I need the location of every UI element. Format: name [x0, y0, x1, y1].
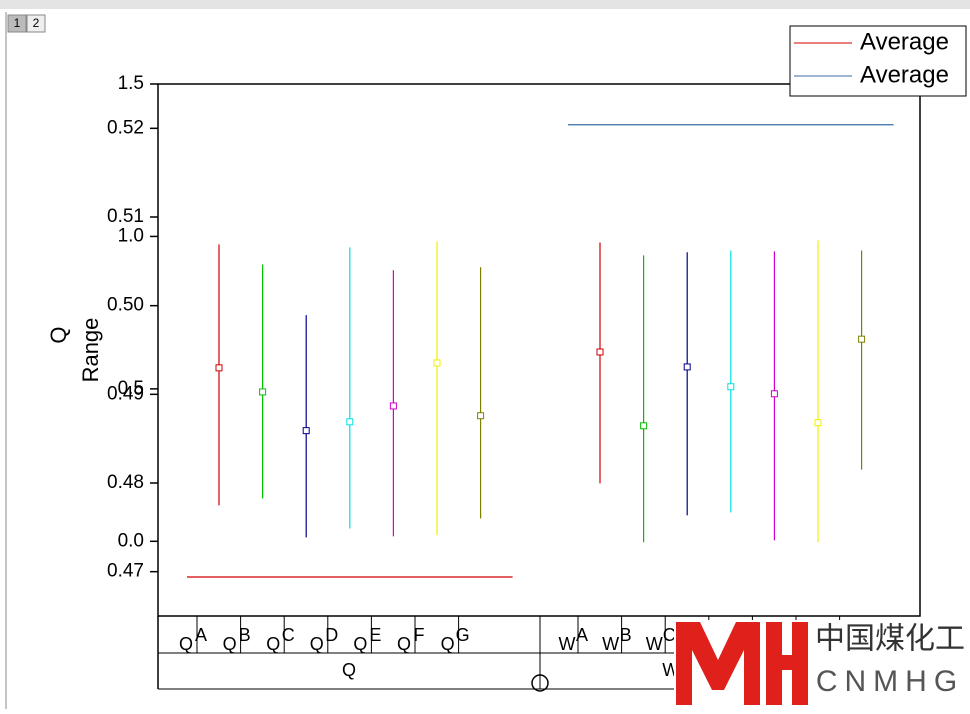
y-tick-label: 0.51: [107, 206, 144, 227]
y-tick-label: 0.49: [107, 383, 144, 404]
x-tick-label: D: [325, 625, 338, 645]
y-tick-label: 1.0: [118, 225, 144, 246]
y-tick-label: 0.48: [107, 472, 144, 493]
x-group-repeat: Q: [266, 634, 280, 654]
point: [433, 359, 441, 367]
plot-frame: [157, 83, 921, 617]
point: [346, 418, 354, 426]
y-tick-label: 1.5: [118, 73, 144, 94]
watermark-en: CNMHG: [816, 665, 964, 698]
x-tick-label: E: [369, 625, 381, 645]
x-tick-label: F: [414, 625, 425, 645]
x-group-repeat: Q: [179, 634, 193, 654]
x-tick-label: A: [195, 625, 207, 645]
x-group-repeat: Q: [223, 634, 237, 654]
x-group-repeat: Q: [353, 634, 367, 654]
legend: [789, 25, 967, 97]
point: [640, 422, 648, 430]
legend-label: Average: [860, 61, 949, 88]
x-group-repeat: W: [602, 634, 619, 654]
legend-label: Average: [860, 28, 949, 55]
watermark: 中国煤化工 CNMHG: [674, 620, 968, 709]
y-title: Range: [78, 318, 103, 383]
watermark-cn: 中国煤化工: [815, 622, 965, 657]
point: [215, 364, 223, 372]
logo: [766, 622, 808, 705]
point: [683, 363, 691, 371]
x-group-repeat: Q: [397, 634, 411, 654]
y-tick-label: 0.52: [107, 117, 144, 138]
x-tick-label: C: [282, 625, 295, 645]
point: [727, 383, 735, 391]
toolbar: [0, 0, 970, 9]
x-group-repeat: W: [646, 634, 663, 654]
y2-title: Q: [46, 326, 71, 343]
x-group-repeat: W: [559, 634, 576, 654]
x-group-label: Q: [342, 660, 356, 680]
point: [302, 427, 310, 435]
x-tick-label: G: [456, 625, 470, 645]
tab-label: 1: [14, 16, 21, 30]
x-group-repeat: Q: [441, 634, 455, 654]
point: [477, 412, 485, 420]
point: [389, 402, 397, 410]
x-tick-label: B: [239, 625, 251, 645]
x-tick-label: C: [663, 625, 676, 645]
logo: [676, 622, 760, 705]
y-tick-label: 0.0: [118, 530, 144, 551]
point: [770, 390, 778, 398]
point: [814, 419, 822, 427]
x-tick-label: A: [576, 625, 588, 645]
y-tick-label: 0.5: [118, 378, 144, 399]
point: [596, 348, 604, 356]
axis-symbol: [531, 674, 549, 692]
tab-label: 2: [33, 16, 40, 30]
y-tick-label: 0.50: [107, 295, 144, 316]
x-tick-label: B: [620, 625, 632, 645]
x-group-repeat: Q: [310, 634, 324, 654]
point: [259, 388, 267, 396]
y-tick-label: 0.47: [107, 561, 144, 582]
tab[interactable]: [26, 14, 46, 33]
point: [858, 335, 866, 343]
tab[interactable]: [7, 14, 27, 33]
